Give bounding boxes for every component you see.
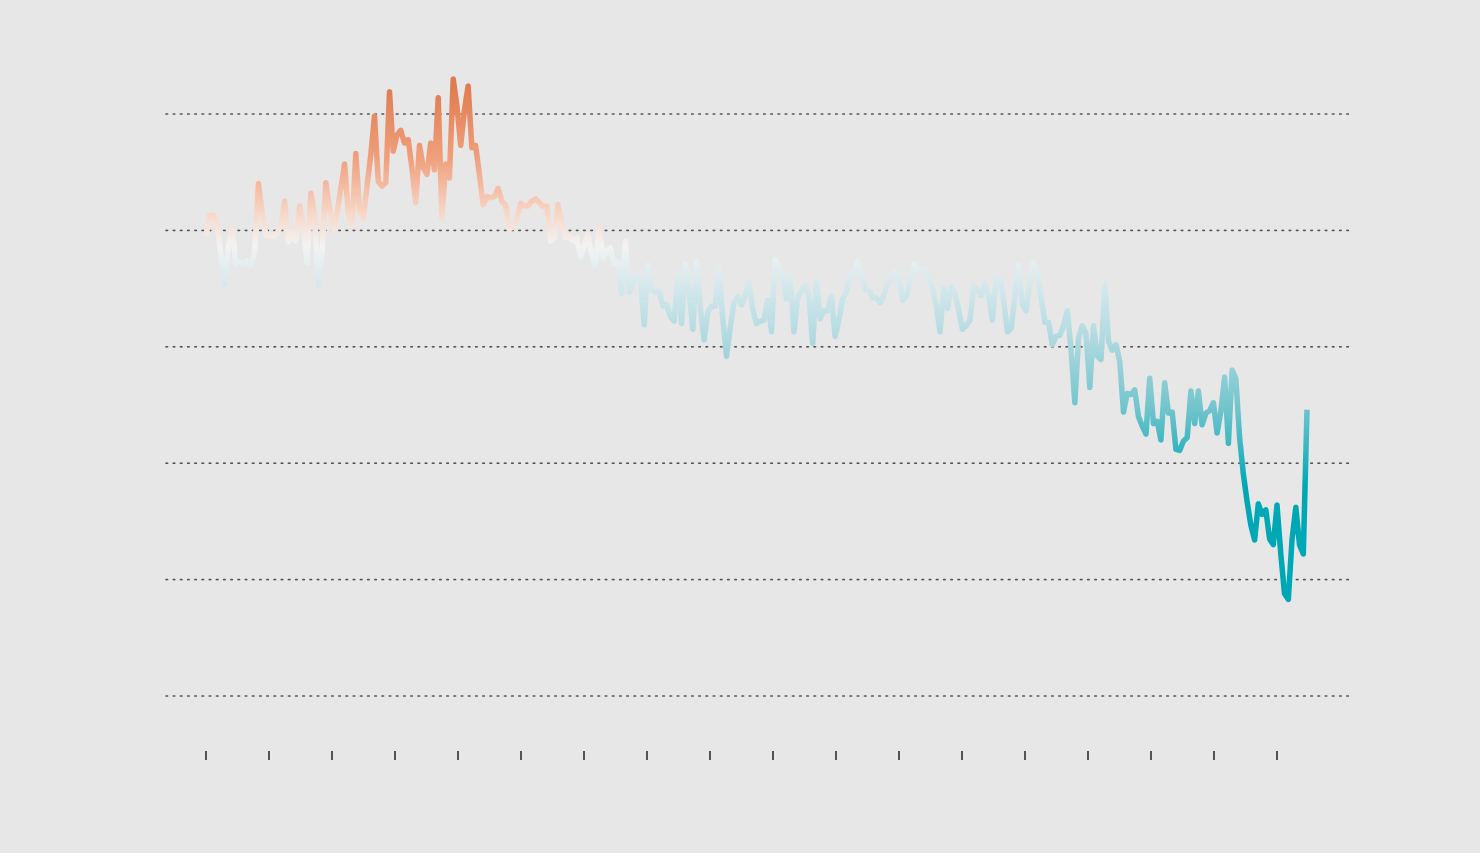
series-line [203,76,1310,603]
x-axis-ticks [205,751,1278,760]
gridlines [165,113,1351,697]
series-layer [203,76,1310,603]
